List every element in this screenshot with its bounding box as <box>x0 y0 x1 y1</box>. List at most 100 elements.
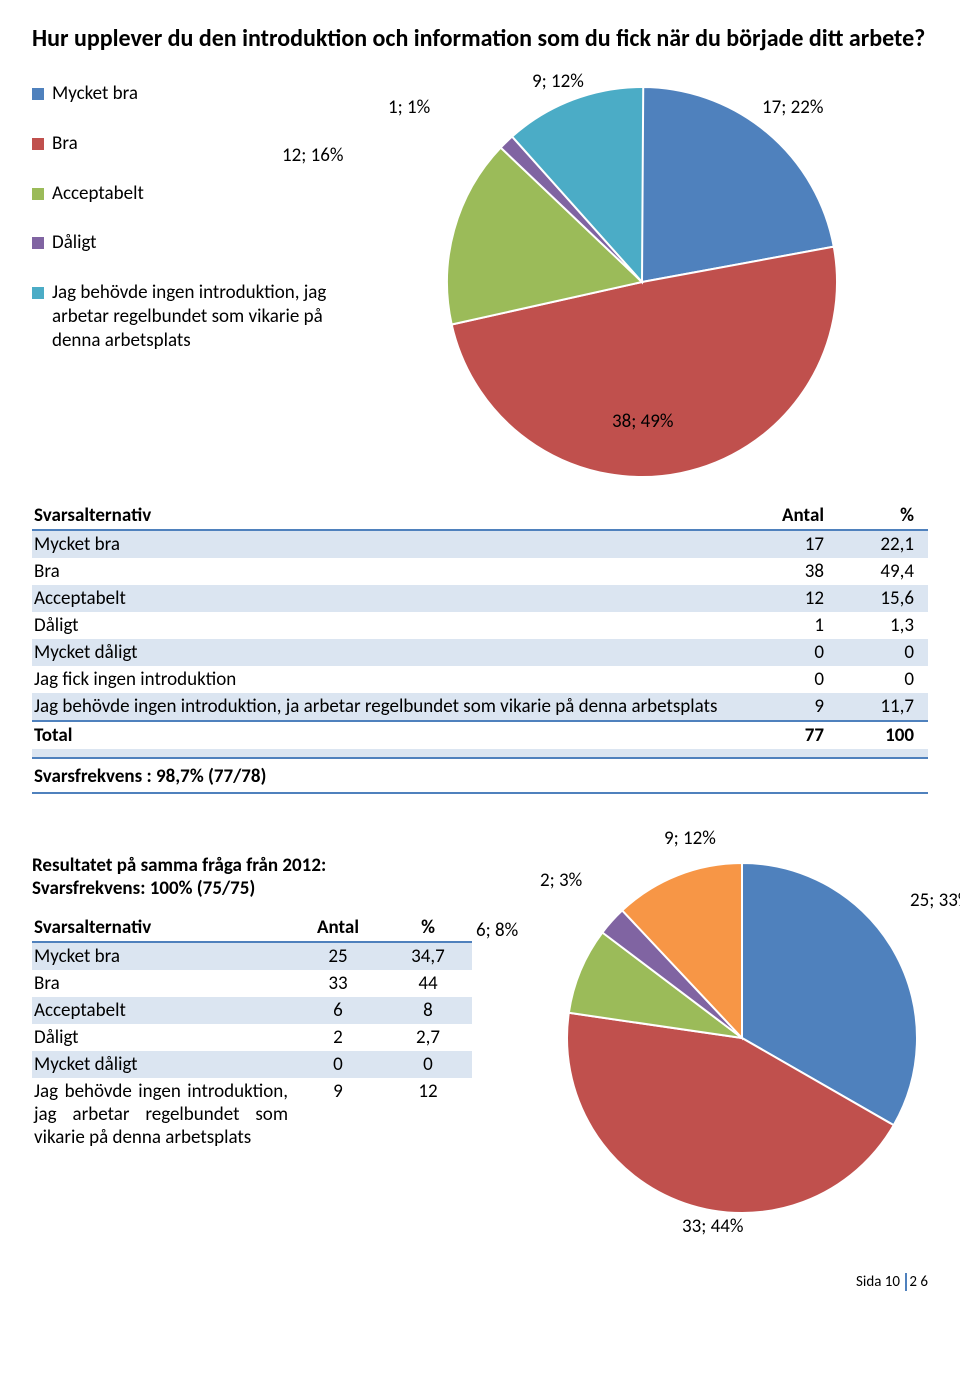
legend-swatch <box>32 138 44 150</box>
pie-label: 38; 49% <box>612 410 673 433</box>
table-row: Bra3849,4 <box>32 558 928 585</box>
table-cell: 38 <box>748 558 838 585</box>
pie-label: 9; 12% <box>664 827 716 850</box>
pie-label: 1; 1% <box>388 96 430 119</box>
table-header-cell: Antal <box>748 502 838 530</box>
legend-item: Acceptabelt <box>32 182 332 206</box>
table-cell: 22,1 <box>838 530 928 558</box>
table-cell: 12 <box>382 1078 472 1151</box>
table-2: SvarsalternativAntal%Mycket bra2534,7Bra… <box>32 914 472 1151</box>
table-cell: 8 <box>382 997 472 1024</box>
pie-chart-1-wrap: 9; 12%1; 1%17; 22%12; 16%38; 49% <box>332 82 928 492</box>
pie-chart-2 <box>472 843 960 1233</box>
table-header-cell: Svarsalternativ <box>32 914 292 942</box>
footer-right: 2 6 <box>909 1273 928 1291</box>
table-row: Mycket dåligt00 <box>32 639 928 666</box>
table-cell: Jag behövde ingen introduktion, ja arbet… <box>32 693 748 721</box>
footer: Sida 10 2 6 <box>32 1273 928 1291</box>
table-cell: 1,3 <box>838 612 928 639</box>
table-cell: 0 <box>838 639 928 666</box>
table-cell: 15,6 <box>838 585 928 612</box>
table-cell: Mycket bra <box>32 530 748 558</box>
footer-page: Sida 10 <box>856 1273 900 1291</box>
pie-label: 17; 22% <box>762 96 823 119</box>
table-cell: Acceptabelt <box>32 997 292 1024</box>
table-cell: Acceptabelt <box>32 585 748 612</box>
table-row: Jag behövde ingen introduktion, ja arbet… <box>32 693 928 721</box>
legend-label: Bra <box>52 132 78 156</box>
table-cell: 11,7 <box>838 693 928 721</box>
table-1: SvarsalternativAntal%Mycket bra1722,1Bra… <box>32 502 928 794</box>
pie-label: 12; 16% <box>282 144 343 167</box>
legend-swatch <box>32 237 44 249</box>
table-row: Mycket bra2534,7 <box>32 942 472 970</box>
table-row: Total77100 <box>32 721 928 749</box>
table-cell: 44 <box>382 970 472 997</box>
table-cell: 77 <box>748 721 838 749</box>
table-cell: 2,7 <box>382 1024 472 1051</box>
table-cell: Bra <box>32 558 748 585</box>
table-row: Mycket bra1722,1 <box>32 530 928 558</box>
table-cell: Bra <box>32 970 292 997</box>
table-cell: Dåligt <box>32 612 748 639</box>
legend-item: Mycket bra <box>32 82 332 106</box>
table-cell: 0 <box>748 639 838 666</box>
table-cell: 12 <box>748 585 838 612</box>
table-header-cell: Svarsalternativ <box>32 502 748 530</box>
legend: Mycket bra Bra Acceptabelt Dåligt Jag behövd… <box>32 82 332 378</box>
table-cell: Mycket bra <box>32 942 292 970</box>
table-header-cell: Antal <box>292 914 382 942</box>
pie-label: 25; 33% <box>910 889 960 912</box>
table-row: Jag behövde ingen introduktion, jag arbe… <box>32 1078 472 1151</box>
table-row: Bra3344 <box>32 970 472 997</box>
legend-label: Jag behövde ingen introduktion, jag arbe… <box>52 281 332 352</box>
table-cell: 25 <box>292 942 382 970</box>
table-cell: 2 <box>292 1024 382 1051</box>
table-cell: 0 <box>292 1051 382 1078</box>
freq-cell: Svarsfrekvens : 98,7% (77/78) <box>32 758 928 793</box>
table-cell: 1 <box>748 612 838 639</box>
table-header-cell: % <box>838 502 928 530</box>
legend-label: Acceptabelt <box>52 182 144 206</box>
legend-item: Jag behövde ingen introduktion, jag arbe… <box>32 281 332 352</box>
table-cell: Mycket dåligt <box>32 639 748 666</box>
table-cell: Total <box>32 721 748 749</box>
table-cell: 6 <box>292 997 382 1024</box>
pie-chart-2-wrap: 9; 12%2; 3%6; 8%25; 33%33; 44% <box>472 843 960 1243</box>
section2-sub: Svarsfrekvens: 100% (75/75) <box>32 877 472 900</box>
table-cell: Jag fick ingen introduktion <box>32 666 748 693</box>
legend-label: Mycket bra <box>52 82 138 106</box>
table-cell: Jag behövde ingen introduktion, jag arbe… <box>32 1078 292 1151</box>
legend-item: Dåligt <box>32 231 332 255</box>
table-row: Acceptabelt1215,6 <box>32 585 928 612</box>
table-row: Mycket dåligt00 <box>32 1051 472 1078</box>
table-cell: 33 <box>292 970 382 997</box>
table-cell: Dåligt <box>32 1024 292 1051</box>
freq-row: Svarsfrekvens : 98,7% (77/78) <box>32 758 928 793</box>
page-title: Hur upplever du den introduktion och inf… <box>32 24 928 54</box>
legend-swatch <box>32 88 44 100</box>
table-cell: 9 <box>292 1078 382 1151</box>
table-cell: 0 <box>382 1051 472 1078</box>
table-cell: 0 <box>748 666 838 693</box>
pie-label: 33; 44% <box>682 1215 743 1238</box>
pie-label: 2; 3% <box>540 869 582 892</box>
table-cell: Mycket dåligt <box>32 1051 292 1078</box>
legend-swatch <box>32 287 44 299</box>
table-cell: 9 <box>748 693 838 721</box>
legend-swatch <box>32 188 44 200</box>
pie-label: 6; 8% <box>476 919 518 942</box>
table-row: Dåligt22,7 <box>32 1024 472 1051</box>
table-row: Jag fick ingen introduktion00 <box>32 666 928 693</box>
table-header-cell: % <box>382 914 472 942</box>
table-cell: 0 <box>838 666 928 693</box>
table-row: Acceptabelt68 <box>32 997 472 1024</box>
legend-label: Dåligt <box>52 231 97 255</box>
table-cell: 100 <box>838 721 928 749</box>
pie-label: 9; 12% <box>532 70 584 93</box>
table-row: Dåligt11,3 <box>32 612 928 639</box>
table-cell: 17 <box>748 530 838 558</box>
chart1-row: Mycket bra Bra Acceptabelt Dåligt Jag behövd… <box>32 82 928 492</box>
table-cell: 49,4 <box>838 558 928 585</box>
section2-row: Svarsfrekvens: 100% (75/75) Svarsalterna… <box>32 877 928 1243</box>
